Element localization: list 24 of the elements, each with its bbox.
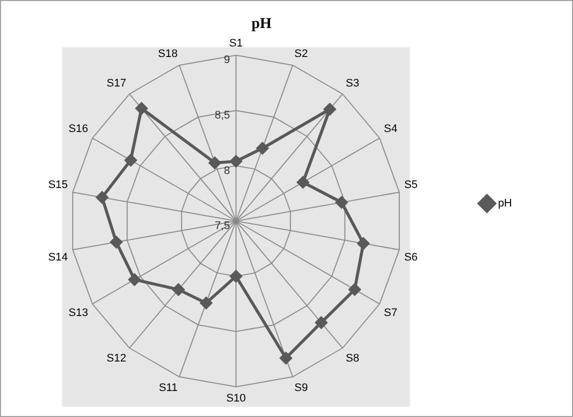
y-tick-label: 7,5 [214,220,230,232]
spoke-label: S5 [404,178,418,191]
spoke-label: S6 [404,251,418,264]
spoke-label: S1 [229,38,243,50]
legend-label: pH [498,198,512,210]
spoke-label: S12 [106,352,126,364]
spoke-label: S8 [346,352,360,364]
y-tick-label: 9 [224,54,230,66]
y-tick-label: 8 [224,164,230,177]
spoke-label: S11 [158,382,178,394]
spoke-label: S3 [346,78,360,90]
spoke-label: S14 [48,251,68,264]
spoke-label: S9 [294,382,308,394]
spoke-label: S4 [384,123,398,136]
spoke-label: S13 [68,307,88,320]
spoke-label: S10 [226,392,246,404]
spoke-label: S15 [48,178,68,191]
y-tick-label: 8,5 [214,110,230,122]
spoke-label: S7 [384,307,398,320]
spoke-label: S2 [294,48,308,60]
spoke-label: S18 [158,48,178,60]
spoke-label: S17 [106,78,126,90]
chart-title: pH [251,16,272,32]
spoke-label: S16 [68,123,88,136]
